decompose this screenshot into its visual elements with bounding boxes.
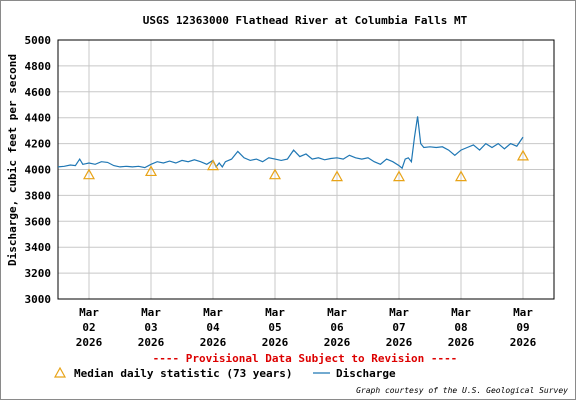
median-marker (330, 170, 344, 182)
x-tick-label: 2026 (386, 336, 413, 349)
median-marker (82, 168, 96, 180)
x-tick-label: Mar (79, 306, 99, 319)
y-tick-label: 4600 (25, 86, 52, 99)
median-marker (206, 159, 220, 171)
x-tick-label: 09 (516, 321, 529, 334)
discharge-line (57, 116, 524, 170)
x-tick-label: 07 (392, 321, 405, 334)
median-marker (516, 149, 530, 161)
legend-median-label: Median daily statistic (73 years) (74, 367, 293, 380)
median-marker (268, 168, 282, 180)
credit-text: Graph courtesy of the U.S. Geological Su… (356, 386, 568, 395)
y-tick-label: 3600 (25, 215, 52, 228)
chart-title: USGS 12363000 Flathead River at Columbia… (143, 14, 468, 27)
x-axis-ticks: Mar 02 2026 Mar 03 2026 Mar 04 2026 Mar 05 2026 Mar 0… (76, 306, 537, 349)
x-tick-label: Mar (513, 306, 533, 319)
y-tick-label: 4200 (25, 138, 52, 151)
y-tick-label: 5000 (25, 34, 52, 47)
x-tick-label: 2026 (510, 336, 537, 349)
x-tick-label: 2026 (324, 336, 351, 349)
x-tick-label: 2026 (448, 336, 475, 349)
median-marker (454, 170, 468, 182)
x-tick-label: 05 (268, 321, 281, 334)
legend: Median daily statistic (73 years) Discha… (53, 366, 396, 380)
x-tick-label: Mar (389, 306, 409, 319)
median-marker (144, 165, 158, 177)
legend-median-icon (53, 366, 67, 378)
series-layer (57, 116, 524, 170)
x-tick-label: 2026 (138, 336, 165, 349)
plot-border (57, 39, 555, 300)
x-tick-label: 04 (206, 321, 220, 334)
grid (58, 39, 554, 300)
median-marker (392, 170, 406, 182)
y-tick-label: 4400 (25, 112, 52, 125)
legend-discharge-label: Discharge (336, 367, 396, 380)
y-tick-label: 3400 (25, 241, 52, 254)
x-tick-label: Mar (141, 306, 161, 319)
y-tick-label: 3200 (25, 267, 52, 280)
y-axis-label: Discharge, cubic feet per second (6, 54, 19, 266)
x-tick-label: Mar (265, 306, 285, 319)
x-tick-label: 2026 (200, 336, 227, 349)
x-tick-label: Mar (203, 306, 223, 319)
y-axis-ticks: 5000 4800 4600 4400 4200 4000 3800 3600 3400 3200… (25, 34, 52, 306)
x-tick-label: 03 (144, 321, 157, 334)
x-tick-label: 08 (454, 321, 467, 334)
provisional-note: ---- Provisional Data Subject to Revisio… (153, 352, 458, 365)
x-tick-label: 2026 (262, 336, 289, 349)
y-tick-label: 4000 (25, 164, 52, 177)
x-tick-label: 02 (82, 321, 95, 334)
x-tick-label: Mar (451, 306, 471, 319)
x-tick-label: 2026 (76, 336, 103, 349)
y-tick-label: 4800 (25, 60, 52, 73)
x-tick-label: Mar (327, 306, 347, 319)
x-tick-label: 06 (330, 321, 344, 334)
y-tick-label: 3800 (25, 189, 52, 202)
y-tick-label: 3000 (25, 293, 52, 306)
median-markers (82, 149, 530, 182)
